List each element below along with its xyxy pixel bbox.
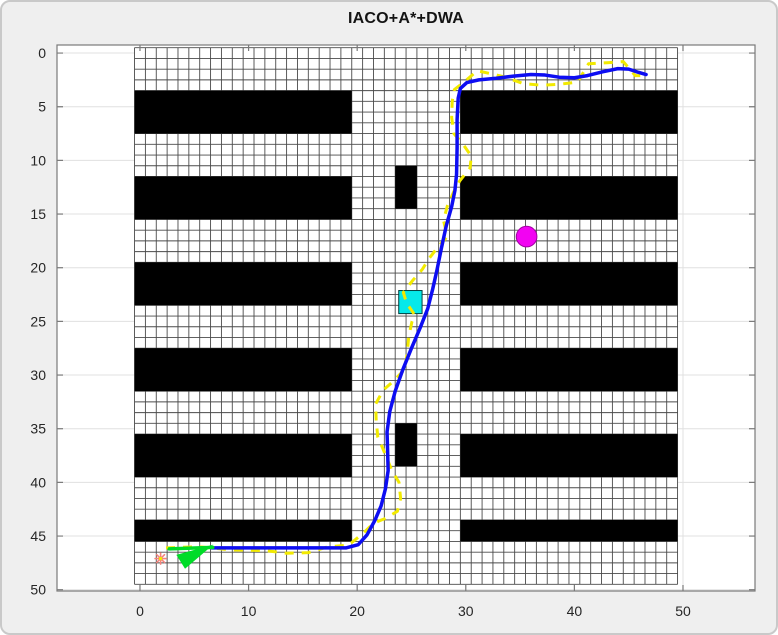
y-tick-label: 50 <box>30 582 46 598</box>
obstacles-layer <box>134 90 678 542</box>
robot-marker <box>167 544 215 569</box>
map-grid-mesh <box>134 47 679 585</box>
x-tick-label: 20 <box>349 603 365 619</box>
obstacle-rect <box>460 348 678 392</box>
driven-path <box>209 66 648 550</box>
axes-box <box>56 44 756 592</box>
obstacle-rect <box>134 348 352 392</box>
x-tick-label: 0 <box>136 603 144 619</box>
y-tick-label: 35 <box>30 421 46 437</box>
y-tick-label: 20 <box>30 260 46 276</box>
obstacle-rect <box>395 423 417 467</box>
y-tick-label: 0 <box>38 45 46 61</box>
y-tick-label: 45 <box>30 528 46 544</box>
y-tick-labels: 0 5 10 15 20 25 30 35 40 45 50 <box>30 45 46 598</box>
y-tick-label: 10 <box>30 152 46 168</box>
x-tick-label: 40 <box>567 603 583 619</box>
circle-obstacle-marker <box>515 225 538 248</box>
obstacle-rect <box>134 434 352 478</box>
x-tick-label: 10 <box>241 603 257 619</box>
obstacle-rect <box>460 262 678 306</box>
obstacle-rect <box>134 90 352 134</box>
y-tick-label: 5 <box>38 99 46 115</box>
obstacle-rect <box>460 176 678 220</box>
x-tick-label: 30 <box>458 603 474 619</box>
obstacle-rect <box>134 519 352 542</box>
y-tick-label: 25 <box>30 313 46 329</box>
y-tick-label: 15 <box>30 206 46 222</box>
plot-title: IACO+A*+DWA <box>348 10 464 27</box>
obstacle-rect <box>460 90 678 134</box>
x-tick-labels: 0 10 20 30 40 50 <box>136 603 691 619</box>
y-tick-label: 30 <box>30 367 46 383</box>
planned-path <box>165 60 644 555</box>
x-tick-label: 50 <box>675 603 691 619</box>
obstacle-rect <box>134 262 352 306</box>
obstacle-rect <box>460 519 678 542</box>
axis-ticks <box>57 45 755 591</box>
obstacle-rect <box>134 176 352 220</box>
start-marker <box>154 552 167 565</box>
obstacle-rect <box>460 434 678 478</box>
obstacle-rect <box>395 165 417 209</box>
y-tick-label: 40 <box>30 474 46 490</box>
